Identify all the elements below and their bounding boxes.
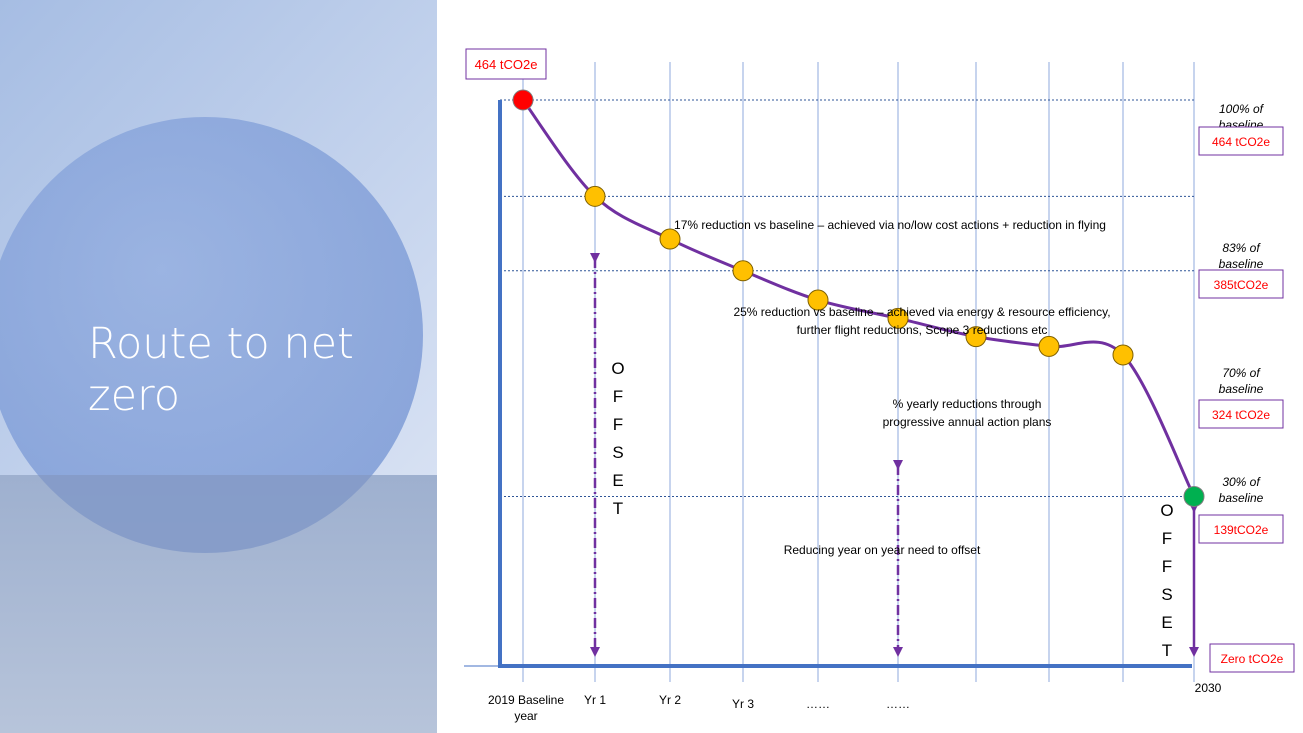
slide-title-line2: zero: [88, 371, 181, 421]
offset-letter-left-2: F: [613, 415, 623, 434]
level-zero-value: Zero tCO2e: [1221, 652, 1284, 666]
annotation-yearly-line2: progressive annual action plans: [883, 415, 1052, 429]
data-point-1: [584, 185, 606, 207]
offset-letter-left-1: F: [613, 387, 623, 406]
annotation-17-percent: 17% reduction vs baseline – achieved via…: [674, 218, 1106, 232]
offset-letter-right-3: S: [1161, 585, 1172, 604]
offset-letter-right-4: E: [1161, 613, 1172, 632]
offset-letter-left-4: E: [612, 471, 623, 490]
x-tick-label-4: ……: [806, 697, 830, 711]
x-tick-label-9: 2030: [1195, 681, 1222, 695]
level-70-value: 324 tCO2e: [1212, 408, 1270, 422]
reduction-curve: [521, 99, 1196, 498]
level-zero: Zero tCO2e: [1209, 643, 1295, 673]
offset-letter-left-0: O: [611, 359, 624, 378]
level-30-value: 139tCO2e: [1214, 523, 1269, 537]
data-point-9: [1183, 485, 1205, 507]
level-70-percent: 70% of baseline: [1219, 366, 1264, 396]
level-83-box: [1198, 269, 1284, 299]
x-tick-label-5: ……: [886, 697, 910, 711]
title-background: [0, 0, 437, 733]
level-30-box: [1198, 514, 1284, 544]
level-83-percent: 83% of baseline: [1219, 241, 1264, 271]
data-points: [512, 89, 1205, 507]
level-83-value: 385tCO2e: [1214, 278, 1269, 292]
net-zero-chart: 2019 Baseline year Yr 1 Yr 2 Yr 3 …… …… 2030 46…: [437, 0, 1303, 733]
level-70: 70% of baseline 324 tCO2e: [1198, 366, 1284, 429]
top-value-label: 464 tCO2e: [475, 57, 538, 72]
data-point-2: [659, 228, 681, 250]
top-value-box: [465, 48, 547, 80]
annotation-yearly-line1: % yearly reductions through: [893, 397, 1042, 411]
level-83: 83% of baseline 385tCO2e: [1198, 241, 1284, 299]
offset-letter-right-5: T: [1162, 641, 1172, 660]
data-point-6: [965, 326, 987, 348]
data-point-8: [1112, 344, 1134, 366]
x-tick-labels: 2019 Baseline year Yr 1 Yr 2 Yr 3 …… …… 2030: [488, 681, 1222, 723]
offset-letter-right-2: F: [1162, 557, 1172, 576]
offset-letter-left-3: S: [612, 443, 623, 462]
annotation-offset-need: Reducing year on year need to offset: [784, 543, 981, 557]
title-panel: Route to net zero: [0, 0, 437, 733]
x-tick-label-3: Yr 3: [732, 697, 754, 711]
x-tick-label-0: 2019 Baseline year: [488, 693, 564, 723]
data-point-5: [887, 307, 909, 329]
annotation-25-percent-line1: 25% reduction vs baseline – achieved via…: [733, 305, 1110, 319]
annotation-25-percent-line2: further flight reductions, Scope 3 reduc…: [797, 323, 1048, 337]
x-tick-label-2: Yr 2: [659, 693, 681, 707]
level-100-box: [1198, 126, 1284, 156]
level-100-value: 464 tCO2e: [1212, 135, 1270, 149]
offset-letter-right-1: F: [1162, 529, 1172, 548]
level-zero-box: [1209, 643, 1295, 673]
level-30: 30% of baseline 139tCO2e: [1198, 475, 1284, 544]
offset-letter-right-0: O: [1160, 501, 1173, 520]
data-point-0: [512, 89, 534, 111]
level-70-box: [1198, 399, 1284, 429]
level-30-percent: 30% of baseline: [1219, 475, 1264, 505]
x-tick-label-1: Yr 1: [584, 693, 606, 707]
chart-svg: 2019 Baseline year Yr 1 Yr 2 Yr 3 …… …… 2030 46…: [464, 48, 1295, 723]
slide-title-line1: Route to net: [88, 319, 354, 369]
offset-letter-left-5: T: [613, 499, 623, 518]
level-100: 100% of baseline 464 tCO2e: [1198, 102, 1284, 156]
data-point-4: [807, 289, 829, 311]
data-point-7: [1038, 335, 1060, 357]
slide-title: Route to net zero: [88, 318, 418, 422]
horizontal-gridlines: [500, 99, 1195, 497]
data-point-3: [732, 260, 754, 282]
